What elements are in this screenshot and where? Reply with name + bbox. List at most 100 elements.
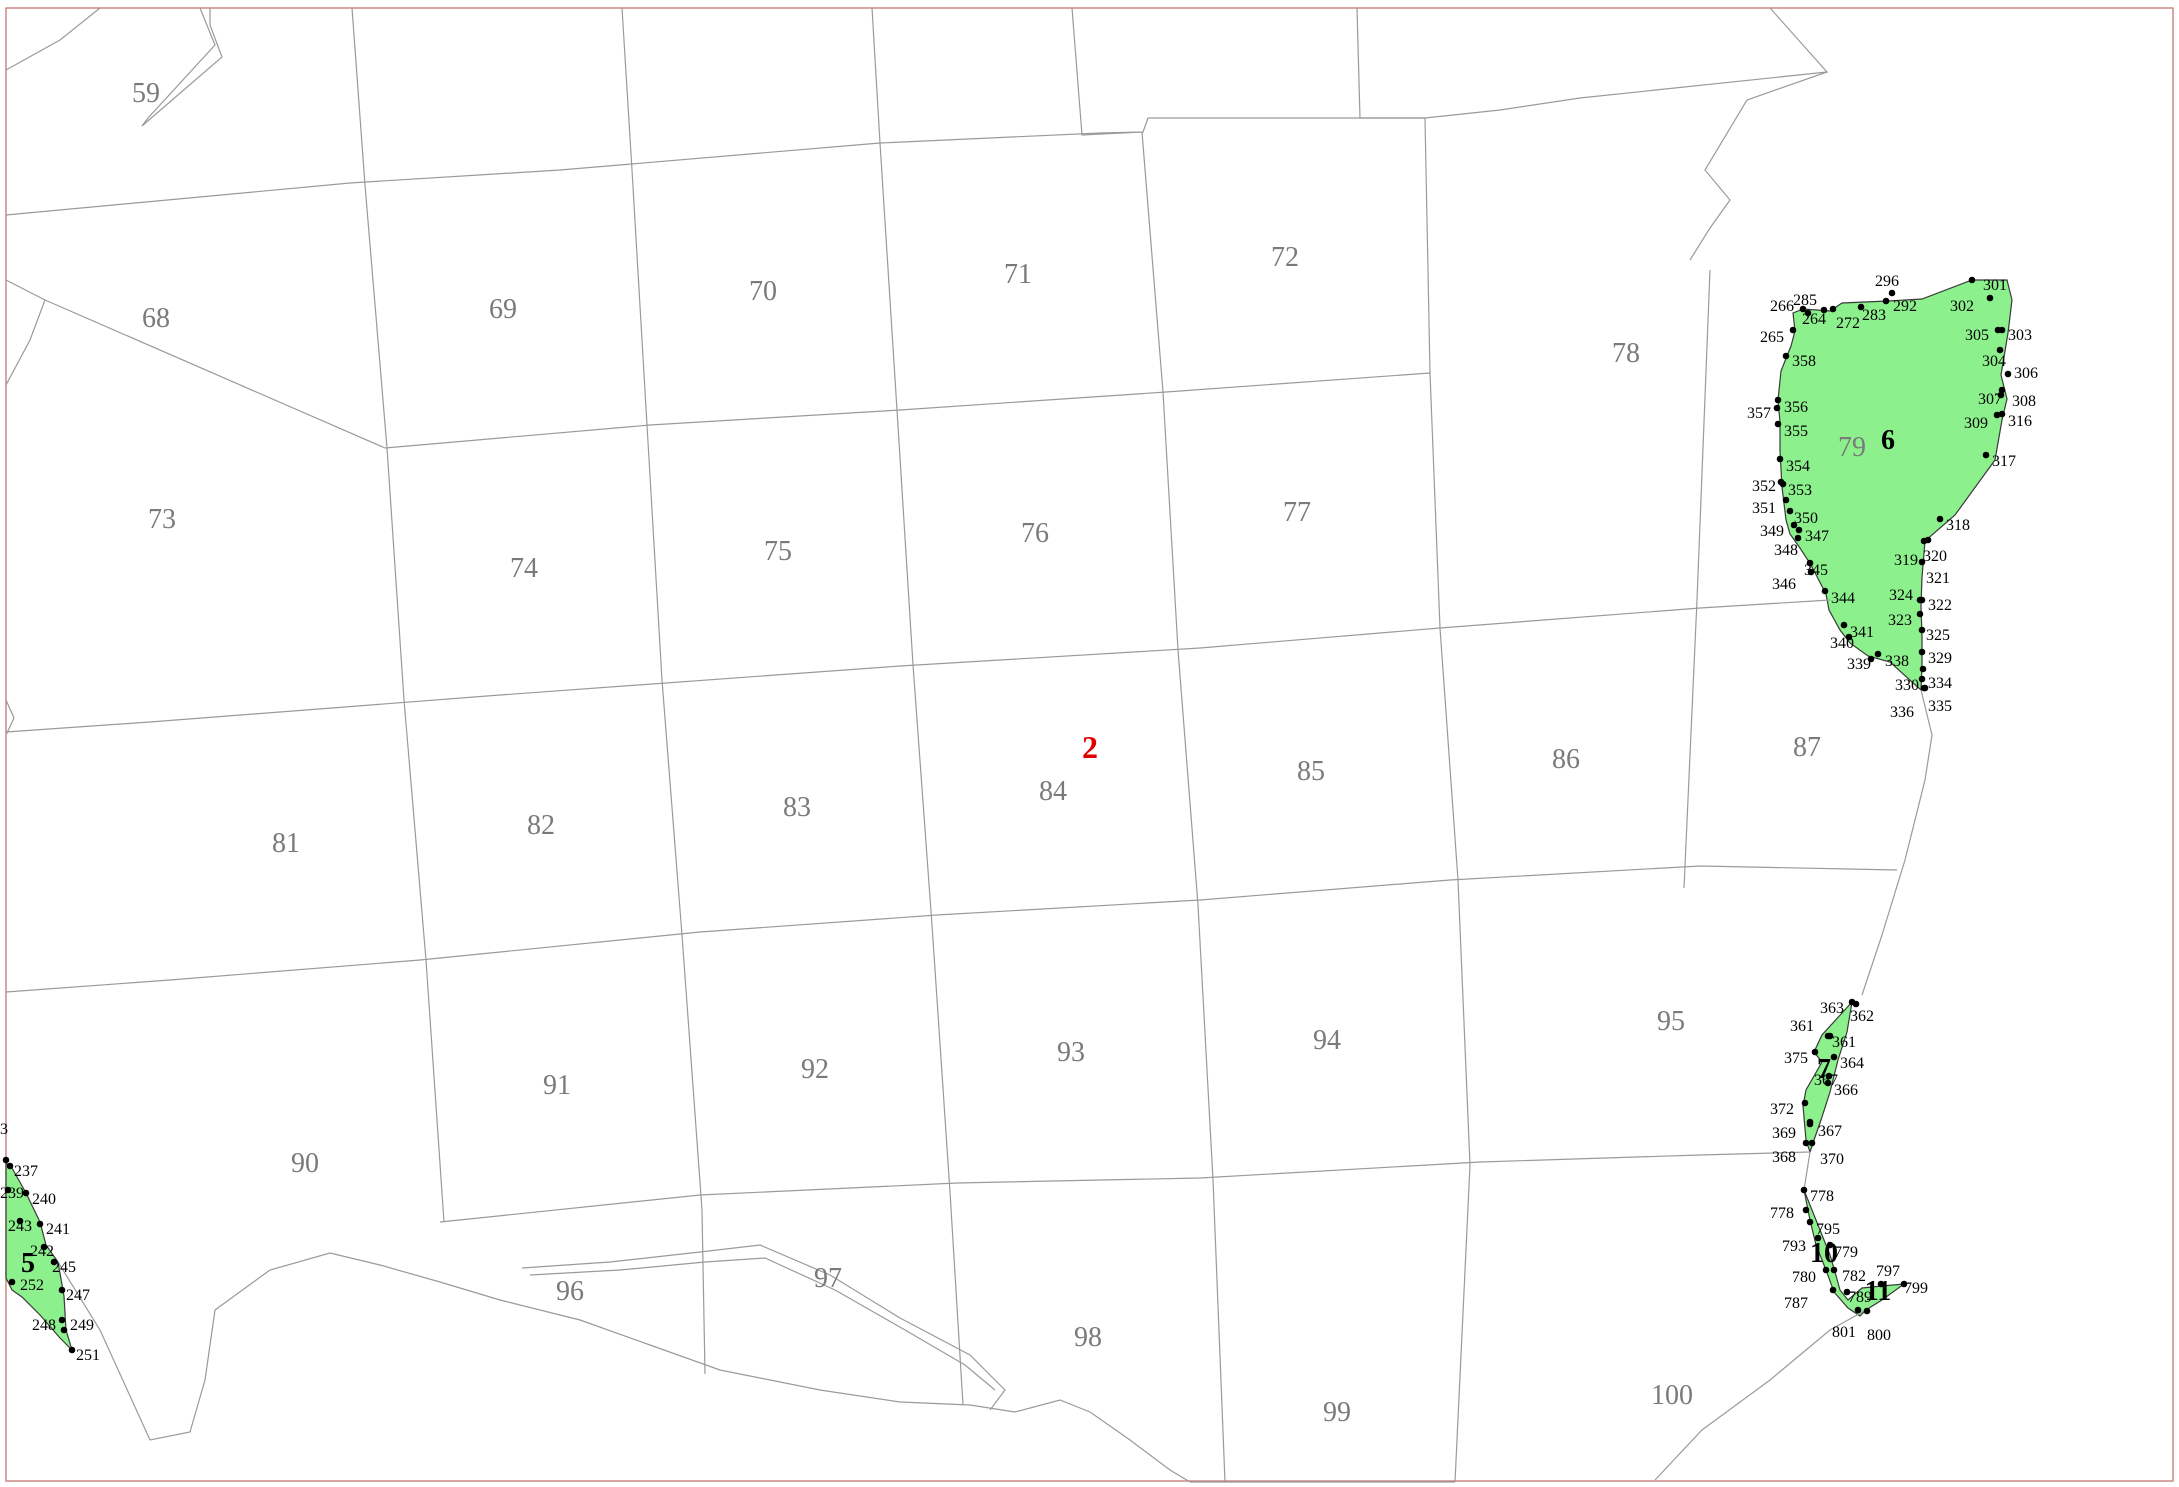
vertex-point[interactable] [1830, 1053, 1838, 1061]
vertex-point[interactable] [22, 1189, 30, 1197]
parcel-number[interactable]: 91 [543, 1070, 571, 1101]
vertex-point[interactable] [1799, 305, 1807, 313]
parcel-number[interactable]: 68 [142, 303, 170, 334]
vertex-point[interactable] [1826, 1241, 1834, 1249]
vertex-point[interactable] [2004, 370, 2012, 378]
parcel-number[interactable]: 100 [1651, 1380, 1693, 1411]
parcel-number[interactable]: 92 [801, 1054, 829, 1085]
parcel-number[interactable]: 77 [1283, 497, 1311, 528]
vertex-point[interactable] [4, 1186, 12, 1194]
parcel-number[interactable]: 79 [1838, 432, 1866, 463]
vertex-point[interactable] [1936, 515, 1944, 523]
parcel-number[interactable]: 90 [291, 1148, 319, 1179]
vertex-point[interactable] [1776, 455, 1784, 463]
vertex-point[interactable] [1852, 1000, 1860, 1008]
vertex-point[interactable] [1790, 521, 1798, 529]
vertex-point[interactable] [1830, 1266, 1838, 1274]
vertex-point[interactable] [1998, 410, 2006, 418]
vertex-point[interactable] [1794, 534, 1802, 542]
zone-label[interactable]: 11 [1865, 1276, 1891, 1307]
vertex-point[interactable] [1806, 559, 1814, 567]
vertex-point[interactable] [1918, 596, 1926, 604]
vertex-point[interactable] [1840, 621, 1848, 629]
vertex-point[interactable] [1845, 633, 1853, 641]
vertex-point[interactable] [40, 1243, 48, 1251]
vertex-point[interactable] [8, 1278, 16, 1286]
parcel-number[interactable]: 93 [1057, 1037, 1085, 1068]
vertex-point[interactable] [1921, 684, 1929, 692]
vertex-point[interactable] [1888, 289, 1896, 297]
parcel-number[interactable]: 87 [1793, 732, 1821, 763]
parcel-number[interactable]: 84 [1039, 776, 1067, 807]
vertex-point[interactable] [1863, 1307, 1871, 1315]
vertex-point[interactable] [1807, 568, 1815, 576]
parcel-number[interactable]: 83 [783, 792, 811, 823]
parcel-number[interactable]: 76 [1021, 518, 1049, 549]
vertex-point[interactable] [1779, 480, 1787, 488]
vertex-point[interactable] [1800, 1186, 1808, 1194]
parcel-number[interactable]: 73 [148, 504, 176, 535]
vertex-point[interactable] [1802, 1139, 1810, 1147]
vertex-point[interactable] [6, 1162, 14, 1170]
vertex-point[interactable] [1820, 306, 1828, 314]
vertex-point[interactable] [1997, 391, 2005, 399]
vertex-point[interactable] [60, 1326, 68, 1334]
vertex-point[interactable] [1918, 675, 1926, 683]
parcel-number[interactable]: 94 [1313, 1025, 1341, 1056]
parcel-number[interactable]: 59 [132, 78, 160, 109]
vertex-point[interactable] [1968, 276, 1976, 284]
vertex-point[interactable] [1795, 526, 1803, 534]
zone-label[interactable]: 6 [1881, 425, 1895, 456]
parcel-number[interactable]: 95 [1657, 1006, 1685, 1037]
vertex-point[interactable] [36, 1220, 44, 1228]
vertex-point[interactable] [1916, 610, 1924, 618]
parcel-number[interactable]: 85 [1297, 756, 1325, 787]
parcel-number[interactable]: 72 [1271, 242, 1299, 273]
parcel-number[interactable]: 70 [749, 276, 777, 307]
vertex-point[interactable] [1808, 1139, 1816, 1147]
vertex-point[interactable] [1801, 1099, 1809, 1107]
vertex-point[interactable] [1774, 396, 1782, 404]
vertex-point[interactable] [1877, 1280, 1885, 1288]
parcel-number[interactable]: 78 [1612, 338, 1640, 369]
vertex-point[interactable] [1802, 1206, 1810, 1214]
vertex-point[interactable] [1774, 420, 1782, 428]
vertex-point[interactable] [1811, 1048, 1819, 1056]
vertex-point[interactable] [16, 1217, 24, 1225]
vertex-point[interactable] [1900, 1280, 1908, 1288]
vertex-point[interactable] [1918, 648, 1926, 656]
vertex-point[interactable] [1786, 507, 1794, 515]
parcel-number[interactable]: 99 [1323, 1397, 1351, 1428]
vertex-point[interactable] [1826, 1032, 1834, 1040]
vertex-point[interactable] [1986, 294, 1994, 302]
vertex-point[interactable] [1919, 665, 1927, 673]
vertex-point[interactable] [1882, 297, 1890, 305]
vertex-point[interactable] [1821, 587, 1829, 595]
vertex-point[interactable] [68, 1346, 76, 1354]
parcel-number[interactable]: 81 [272, 828, 300, 859]
vertex-point[interactable] [1918, 626, 1926, 634]
vertex-point[interactable] [1918, 558, 1926, 566]
vertex-point[interactable] [1782, 496, 1790, 504]
vertex-point[interactable] [1806, 1120, 1814, 1128]
parcel-number[interactable]: 97 [814, 1263, 842, 1294]
vertex-point[interactable] [50, 1258, 58, 1266]
vertex-point[interactable] [1804, 309, 1812, 317]
vertex-point[interactable] [1822, 1266, 1830, 1274]
vertex-point[interactable] [1782, 352, 1790, 360]
vertex-point[interactable] [1806, 1218, 1814, 1226]
parcel-number[interactable]: 98 [1074, 1322, 1102, 1353]
parcel-number[interactable]: 74 [510, 553, 538, 584]
vertex-point[interactable] [1857, 303, 1865, 311]
vertex-point[interactable] [1998, 386, 2006, 394]
parcel-number[interactable]: 71 [1004, 259, 1032, 290]
vertex-point[interactable] [2, 1156, 10, 1164]
vertex-point[interactable] [1854, 1306, 1862, 1314]
vertex-point[interactable] [1874, 650, 1882, 658]
vertex-point[interactable] [1982, 451, 1990, 459]
vertex-point[interactable] [1814, 1234, 1822, 1242]
vertex-point[interactable] [1824, 1079, 1832, 1087]
vertex-point[interactable] [1998, 326, 2006, 334]
vertex-point[interactable] [1825, 1072, 1833, 1080]
vertex-point[interactable] [1924, 536, 1932, 544]
